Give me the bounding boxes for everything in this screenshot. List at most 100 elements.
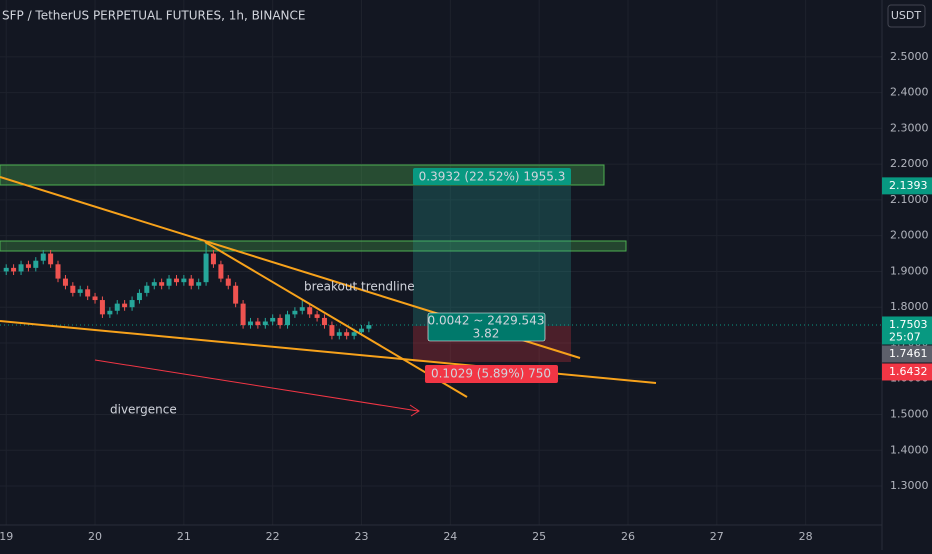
currency-box[interactable]: [887, 4, 926, 28]
candle-body: [240, 303, 246, 326]
candle-body: [225, 278, 231, 286]
candle-body: [270, 317, 276, 322]
target-label-box: [413, 168, 571, 185]
candle-body: [136, 292, 142, 301]
candle-body: [344, 332, 350, 336]
x-tick-label: 28: [799, 530, 813, 543]
entry-label: 0.0042 ~ 2429.543: [428, 314, 545, 328]
candle-body: [351, 332, 357, 336]
candle-body: [99, 300, 105, 315]
y-tick-label: 2.0000: [890, 229, 929, 242]
candle-body: [3, 267, 9, 272]
x-tick-label: 22: [266, 530, 280, 543]
annotation: breakout trendline: [304, 280, 415, 294]
candle-body: [62, 278, 68, 286]
candle-body: [129, 300, 135, 308]
y-tick-label: 1.9000: [890, 264, 929, 277]
candle-body: [277, 317, 283, 326]
y-tick-label: 2.4000: [890, 86, 929, 99]
candle-body: [48, 253, 54, 265]
divergence-arrow: [94, 359, 419, 412]
target-label: 0.3932 (22.52%) 1955.3: [419, 170, 566, 184]
candle-body: [218, 264, 224, 279]
y-tick-label: 2.2000: [890, 157, 929, 170]
candle-body: [255, 321, 261, 326]
currency[interactable]: USDT: [891, 9, 922, 22]
candle-body: [329, 325, 335, 336]
candle-body: [107, 310, 113, 315]
candle-body: [247, 321, 253, 326]
candle-body: [55, 264, 61, 279]
candle-body: [188, 278, 194, 286]
y-tick-label: 1.8000: [890, 300, 929, 313]
y-tick-label: 2.1000: [890, 193, 929, 206]
candle-body: [85, 289, 91, 297]
candle-body: [11, 267, 17, 272]
y-tick-label: 1.4000: [890, 443, 929, 456]
candle-body: [292, 310, 298, 315]
price-marker: [882, 316, 932, 345]
candle-body: [122, 303, 128, 308]
price-marker-label: 2.1393: [889, 179, 928, 192]
candle-body: [166, 278, 172, 286]
target-area: [413, 186, 571, 326]
candle-body: [25, 264, 31, 268]
candle-body: [77, 289, 83, 293]
candle-body: [114, 303, 120, 311]
candle-body: [196, 282, 202, 286]
candle-body: [40, 253, 46, 261]
candle-body: [159, 282, 165, 286]
x-tick-label: 26: [621, 530, 635, 543]
price-axis: [882, 0, 932, 550]
price-marker-label: 1.6432: [889, 365, 928, 378]
price-marker-label: 1.7461: [889, 347, 928, 360]
price-marker: [882, 177, 932, 195]
candle-body: [144, 285, 150, 293]
candle-body: [307, 307, 313, 315]
zone: [0, 240, 627, 252]
chart-title: SFP / TetherUS PERPETUAL FUTURES, 1h, BI…: [2, 9, 305, 23]
candle-body: [262, 321, 268, 326]
candles: [3, 242, 372, 340]
candle-body: [92, 296, 98, 301]
y-tick-label: 2.5000: [890, 50, 929, 63]
candle-body: [285, 314, 291, 326]
stop-label-box: [425, 365, 558, 383]
x-tick-label: 21: [177, 530, 191, 543]
price-marker-label: 1.7503: [889, 318, 928, 331]
y-tick-label: 1.3000: [890, 479, 929, 492]
trendline: [204, 241, 468, 398]
x-tick-label: 25: [532, 530, 546, 543]
stop-label: 0.1029 (5.89%) 750: [431, 367, 551, 381]
candle-body: [336, 332, 342, 336]
y-tick-label: 2.3000: [890, 121, 929, 134]
annotation: divergence: [110, 403, 177, 417]
x-tick-label: 24: [443, 530, 457, 543]
x-tick-label: 27: [710, 530, 724, 543]
candle-body: [359, 328, 365, 333]
candle-body: [366, 325, 372, 329]
time-axis: [0, 525, 882, 550]
candle-body: [210, 253, 216, 265]
axes: 1.30001.40001.50001.60001.70001.80001.90…: [0, 50, 932, 543]
arrow-head: [409, 404, 420, 417]
x-tick-label: 23: [355, 530, 369, 543]
candle-body: [203, 253, 209, 283]
candle-body: [321, 317, 327, 326]
candle-body: [233, 285, 239, 304]
entry-label: 3.82: [473, 327, 500, 341]
entry-label-box: [427, 312, 546, 342]
candle-body: [151, 282, 157, 286]
candle-body: [299, 307, 305, 311]
candle-body: [173, 278, 179, 283]
candle-body: [18, 264, 24, 272]
countdown: 25:07: [889, 330, 921, 343]
x-tick-label: 20: [88, 530, 102, 543]
y-tick-label: 1.5000: [890, 407, 929, 420]
price-marker: [882, 363, 932, 381]
candle-body: [33, 260, 39, 268]
candle-body: [314, 314, 320, 318]
